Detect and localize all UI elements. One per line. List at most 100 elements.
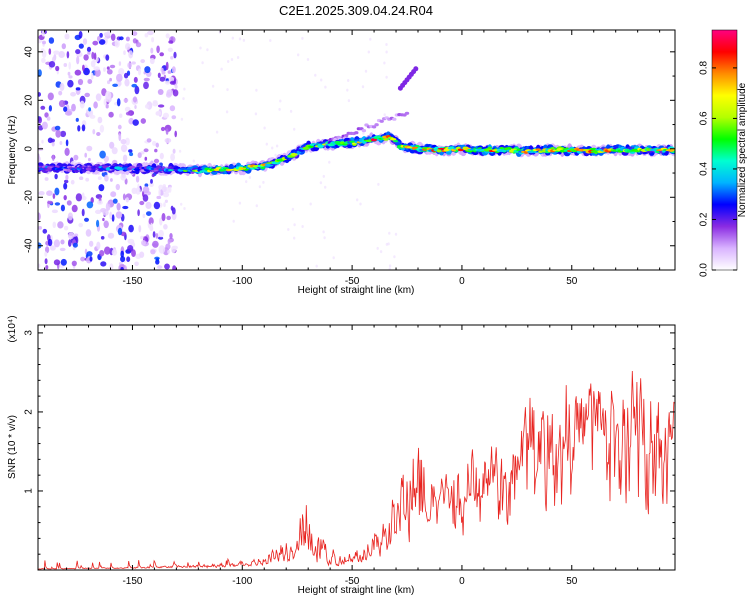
noise-speckle [104,174,109,182]
noise-speckle [174,130,177,138]
noise-speckle [324,85,327,89]
noise-speckle [171,115,177,120]
noise-speckle [137,183,140,192]
x-tick-label: 0 [459,576,465,587]
ridge-blob [571,149,578,153]
noise-speckle [144,66,151,74]
noise-speckle [164,80,171,85]
ridge-blob [308,145,314,148]
spectrogram-panel: -150 -100 -50 0 50 -40 -20 0 20 40 Height of str… [7,29,676,296]
noise-speckle [123,50,126,55]
noise-speckle [109,64,116,69]
noise-speckle [97,116,103,124]
colorbar-tick-label: 0.0 [699,263,710,277]
noise-speckle [88,157,91,162]
ridge-blob [116,168,124,171]
noise-speckle [159,152,164,160]
noise-speckle [42,228,48,234]
noise-speckle [105,103,109,109]
noise-speckle [138,68,141,76]
noise-speckle [103,98,107,106]
noise-speckle [258,185,262,189]
ridge-blob [457,148,464,152]
noise-speckle [51,209,59,214]
spectrogram-x-ticks: -150 -100 -50 0 50 [44,30,661,287]
noise-speckle [44,177,49,181]
noise-speckle [46,190,53,196]
noise-speckle [156,45,160,54]
noise-speckle [111,147,118,155]
noise-speckle [41,121,48,130]
noise-speckle [58,51,65,58]
noise-speckle [122,193,126,201]
noise-speckle [152,240,159,248]
noise-speckle [70,92,77,97]
noise-speckle [48,105,53,112]
noise-speckle [42,40,46,45]
noise-speckle [158,229,164,238]
noise-speckle [123,72,129,79]
ridge-blob [595,148,603,151]
noise-speckle [63,225,69,231]
noise-speckle [156,257,159,262]
noise-speckle [158,188,161,197]
noise-speckle [125,137,130,146]
noise-speckle [93,66,100,71]
noise-speckle [169,80,176,85]
noise-speckle [124,106,131,112]
colorbar-tick-label: 0.4 [699,162,710,176]
noise-speckle [293,127,296,131]
noise-speckle [319,181,323,185]
noise-speckle [143,81,149,90]
ridge-blob [395,143,401,146]
noise-speckle [201,61,204,65]
noise-speckle [86,201,94,209]
noise-speckle [131,83,138,88]
noise-speckle [163,112,169,119]
noise-speckle [67,212,73,221]
noise-speckle [152,231,156,238]
colorbar-frame [711,29,738,271]
noise-speckle [230,58,234,61]
noise-speckle [124,78,130,87]
noise-speckle [53,50,60,55]
noise-speckle [169,233,173,239]
branch-blob [344,134,349,138]
noise-speckle [152,140,157,146]
noise-speckle [383,113,386,117]
y-tick-label: 0 [24,146,35,152]
noise-speckle [269,39,272,42]
y-tick-label: 20 [24,94,35,106]
noise-speckle [271,146,274,150]
noise-speckle [114,39,120,48]
noise-speckle [38,116,42,124]
noise-speckle [287,228,290,231]
noise-speckle [227,60,230,63]
noise-speckle [153,158,160,164]
noise-speckle [180,117,184,121]
noise-speckle [134,261,139,267]
noise-speckle [140,235,144,240]
noise-speckle [274,153,277,157]
noise-speckle [383,61,386,65]
noise-speckle [111,214,115,222]
noise-speckle [149,182,154,187]
noise-speckle [385,242,389,246]
branch-blob [374,123,379,127]
noise-speckle [99,32,103,38]
ridge-blob [501,149,508,152]
noise-speckle [170,205,174,211]
noise-speckle [147,30,154,36]
noise-speckle [120,174,127,181]
noise-speckle [125,43,131,50]
noise-speckle [116,98,121,107]
noise-speckle [85,177,90,182]
spectrogram-frame [37,29,676,271]
noise-speckle [134,85,140,95]
noise-speckle [99,150,106,159]
noise-speckle [167,47,173,52]
spectrogram-y-label: Frequency (Hz) [7,116,18,185]
noise-speckle [157,265,163,269]
noise-speckle [92,40,99,46]
snr-y-label: SNR (10 * v/v) [7,415,18,479]
